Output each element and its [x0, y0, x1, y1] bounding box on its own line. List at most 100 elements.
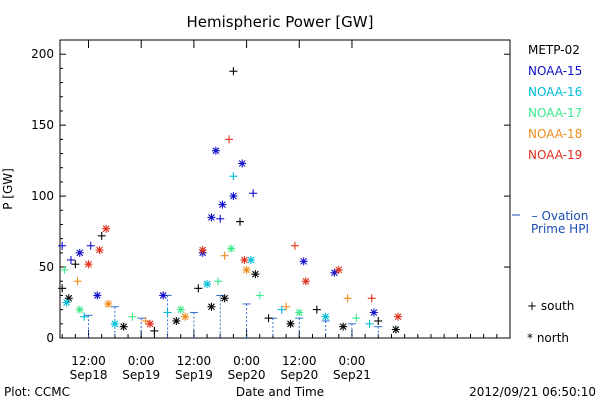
south-marker — [236, 217, 244, 226]
south-marker — [73, 277, 82, 286]
north-marker — [218, 200, 227, 209]
south-marker — [255, 291, 264, 300]
north-marker — [110, 319, 119, 328]
south-marker — [220, 251, 229, 260]
north-marker — [299, 257, 308, 266]
legend-entry: NOAA-18 — [528, 127, 582, 141]
south-marker — [343, 294, 352, 303]
north-marker — [172, 316, 181, 325]
south-marker — [312, 305, 321, 314]
x-tick-label-date: Sep20 — [228, 368, 266, 382]
south-marker — [80, 312, 89, 321]
data-points — [58, 67, 403, 335]
north-marker — [159, 291, 168, 300]
north-marker — [211, 146, 220, 155]
north-marker — [286, 319, 295, 328]
legend-entry: NOAA-17 — [528, 106, 582, 120]
north-marker — [339, 322, 348, 331]
north-marker — [330, 268, 339, 277]
north-marker — [75, 305, 84, 314]
south-marker — [225, 135, 234, 144]
footer-timestamp: 2012/09/21 06:50:10 — [469, 385, 596, 399]
south-marker — [128, 312, 137, 321]
north-marker — [207, 302, 216, 311]
south-marker — [71, 260, 80, 269]
x-tick-label-time: 12:00 — [71, 354, 106, 368]
x-tick-label-time: 12:00 — [177, 354, 212, 368]
south-marker — [194, 284, 203, 293]
south-marker — [374, 316, 383, 325]
south-marker — [352, 314, 361, 323]
y-tick-label: 0 — [46, 331, 54, 345]
chart-title: Hemispheric Power [GW] — [187, 13, 374, 31]
north-marker — [238, 159, 247, 168]
south-marker — [141, 316, 150, 325]
north-marker — [295, 308, 304, 317]
north-marker — [95, 246, 104, 255]
x-tick-label-time: 0:00 — [233, 354, 260, 368]
north-marker — [369, 308, 378, 317]
north-marker — [334, 265, 343, 274]
north-marker — [240, 255, 249, 264]
legend-entry: NOAA-15 — [528, 64, 582, 78]
south-marker — [365, 319, 374, 328]
legend-entry: NOAA-16 — [528, 85, 582, 99]
north-marker — [119, 322, 128, 331]
south-marker — [216, 214, 225, 223]
north-marker — [251, 270, 260, 279]
south-marker — [150, 326, 159, 335]
north-marker — [207, 213, 216, 222]
south-marker — [58, 241, 67, 250]
x-tick-label-time: 0:00 — [128, 354, 155, 368]
south-marker — [66, 255, 75, 264]
south-marker — [97, 231, 106, 240]
north-marker — [321, 312, 330, 321]
plot-frame — [59, 39, 511, 339]
x-tick-label-date: Sep19 — [122, 368, 160, 382]
south-marker — [249, 189, 258, 198]
south-marker-legend: + south — [527, 299, 574, 313]
north-marker — [198, 246, 207, 255]
south-marker — [290, 241, 299, 250]
north-marker — [220, 294, 229, 303]
y-axis: 0 50 100 150 200 — [31, 47, 510, 345]
x-tick-label-date: Sep20 — [280, 368, 318, 382]
south-marker — [282, 302, 291, 311]
y-tick-label: 50 — [39, 260, 54, 274]
south-marker — [60, 265, 69, 274]
south-marker — [229, 67, 238, 76]
y-tick-label: 200 — [31, 47, 54, 61]
x-tick-label-date: Sep19 — [175, 368, 213, 382]
south-marker — [264, 314, 273, 323]
north-marker — [301, 277, 310, 286]
x-tick-label-date: Sep18 — [70, 368, 108, 382]
south-marker — [163, 308, 172, 317]
y-axis-label: P [GW] — [1, 168, 15, 210]
north-marker — [181, 312, 190, 321]
north-marker — [62, 298, 71, 307]
north-marker — [104, 299, 113, 308]
south-marker — [229, 172, 238, 181]
north-marker — [84, 260, 93, 269]
south-marker — [367, 294, 376, 303]
ovation-label-line1: – Ovation — [532, 209, 589, 223]
north-marker — [75, 248, 84, 257]
y-tick-label: 150 — [31, 118, 54, 132]
south-marker — [58, 284, 67, 293]
footer-left: Plot: CCMC — [4, 385, 70, 399]
ovation-label-line2: Prime HPI — [531, 222, 589, 236]
x-axis: 12:00Sep180:00Sep1912:00Sep190:00Sep2012… — [61, 40, 498, 382]
north-marker — [203, 280, 212, 289]
x-tick-label-time: 12:00 — [282, 354, 317, 368]
south-marker — [277, 305, 286, 314]
north-marker — [394, 312, 403, 321]
legend-entry: METP-02 — [528, 43, 580, 57]
legend: METP-02 NOAA-15 NOAA-16 NOAA-17 NOAA-18 NOAA-… — [528, 43, 582, 162]
north-marker — [391, 325, 400, 334]
north-marker — [227, 244, 236, 253]
north-marker-legend: * north — [527, 331, 569, 345]
x-tick-label-date: Sep21 — [333, 368, 371, 382]
north-marker — [93, 291, 102, 300]
x-tick-label-time: 0:00 — [338, 354, 365, 368]
